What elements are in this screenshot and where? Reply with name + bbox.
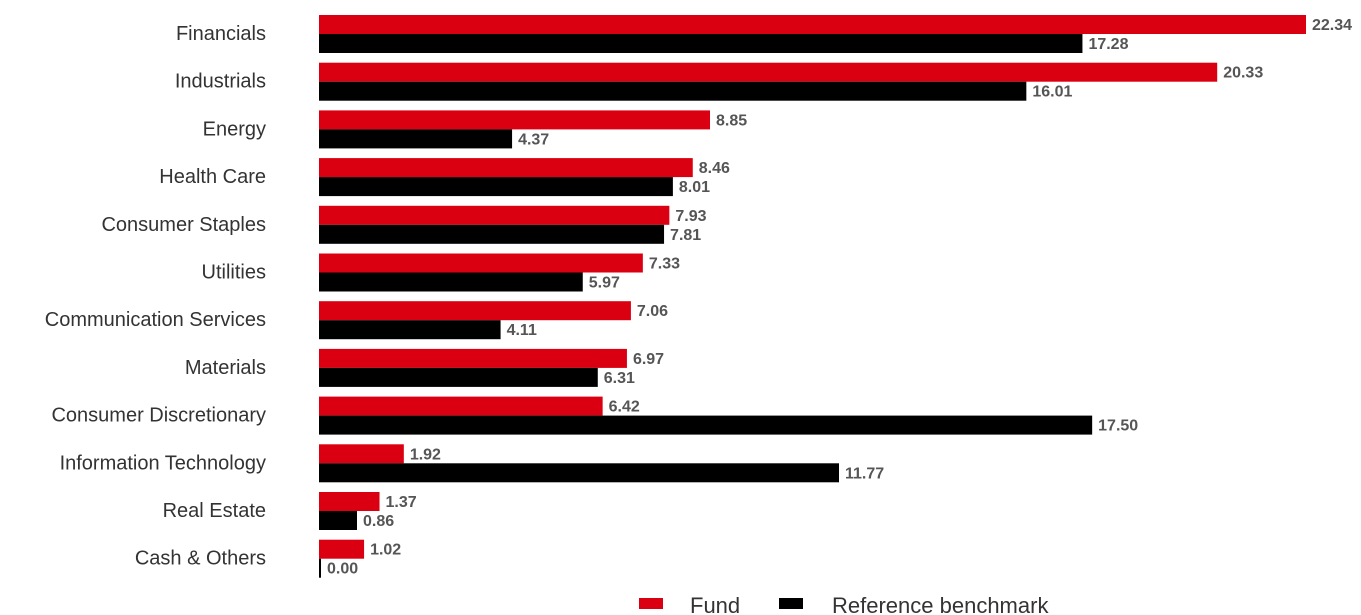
bar-fund-real-estate: [319, 492, 380, 511]
bar-benchmark-energy: [319, 129, 513, 149]
bar-benchmark-financials: [319, 34, 1083, 53]
value-label-benchmark-financials: 17.28: [1088, 36, 1128, 53]
legend: Fund Reference benchmark: [639, 593, 1049, 615]
bar-benchmark-consumer-staples: [319, 224, 665, 244]
value-label-benchmark-cash-and-others: 0.00: [327, 561, 358, 578]
bar-fund-health-care: [319, 158, 693, 178]
value-label-fund-materials: 6.97: [633, 351, 664, 368]
value-label-fund-cash-and-others: 1.02: [370, 542, 401, 559]
value-label-benchmark-materials: 6.31: [604, 370, 635, 387]
value-label-benchmark-industrials: 16.01: [1032, 84, 1072, 101]
bar-benchmark-real-estate: [319, 511, 357, 530]
category-label-communication-services: Communication Services: [45, 309, 266, 331]
legend-swatch-benchmark: [779, 598, 803, 609]
bar-benchmark-materials: [319, 367, 598, 387]
category-label-real-estate: Real Estate: [163, 500, 266, 522]
value-label-fund-real-estate: 1.37: [386, 494, 417, 511]
bar-fund-materials: [319, 348, 627, 368]
bar-fund-consumer-staples: [319, 205, 670, 225]
category-label-financials: Financials: [176, 23, 266, 45]
value-label-fund-consumer-staples: 7.93: [675, 208, 706, 225]
category-label-consumer-discretionary: Consumer Discretionary: [51, 405, 266, 427]
bar-benchmark-communication-services: [319, 320, 501, 340]
value-label-fund-energy: 8.85: [716, 112, 747, 129]
bar-fund-financials: [319, 15, 1306, 34]
category-label-information-technology: Information Technology: [60, 452, 266, 474]
bar-benchmark-consumer-discretionary: [319, 415, 1093, 435]
value-labels: 22.34 17.28 20.33 16.01 8.85 4.37 8.46 8.01 7.93…: [327, 17, 1352, 578]
legend-label-benchmark: Reference benchmark: [832, 593, 1049, 615]
category-label-utilities: Utilities: [202, 262, 266, 284]
category-label-cash-and-others: Cash & Others: [135, 548, 266, 570]
value-label-fund-health-care: 8.46: [699, 160, 730, 177]
bar-fund-utilities: [319, 253, 643, 273]
legend-swatch-fund: [639, 598, 663, 609]
value-label-benchmark-utilities: 5.97: [589, 275, 620, 292]
value-label-benchmark-consumer-discretionary: 17.50: [1098, 418, 1138, 435]
category-label-energy: Energy: [203, 118, 266, 140]
bar-fund-consumer-discretionary: [319, 396, 603, 416]
bar-benchmark-cash-and-others: [319, 558, 321, 578]
bar-benchmark-industrials: [319, 81, 1027, 101]
value-label-benchmark-consumer-staples: 7.81: [670, 227, 701, 244]
value-label-fund-industrials: 20.33: [1223, 65, 1263, 82]
bar-fund-cash-and-others: [319, 539, 365, 559]
value-label-fund-financials: 22.34: [1312, 17, 1352, 34]
bar-fund-information-technology: [319, 444, 404, 464]
value-label-benchmark-energy: 4.37: [518, 131, 549, 148]
value-label-benchmark-real-estate: 0.86: [363, 513, 394, 530]
bar-fund-communication-services: [319, 301, 631, 321]
category-label-materials: Materials: [185, 357, 266, 379]
category-label-health-care: Health Care: [159, 166, 266, 188]
bar-benchmark-utilities: [319, 272, 583, 292]
bar-fund-industrials: [319, 62, 1218, 82]
bars: [319, 15, 1306, 578]
value-label-fund-communication-services: 7.06: [637, 303, 668, 320]
value-label-fund-information-technology: 1.92: [410, 446, 441, 463]
bar-benchmark-information-technology: [319, 463, 840, 483]
bar-benchmark-health-care: [319, 177, 673, 197]
value-label-fund-consumer-discretionary: 6.42: [609, 399, 640, 416]
category-label-industrials: Industrials: [175, 71, 266, 93]
legend-label-fund: Fund: [690, 593, 740, 615]
value-label-fund-utilities: 7.33: [649, 256, 680, 273]
category-labels: Financials Industrials Energy Health Care Co…: [45, 23, 266, 570]
value-label-benchmark-communication-services: 4.11: [507, 322, 537, 339]
bar-fund-energy: [319, 110, 711, 130]
category-label-consumer-staples: Consumer Staples: [101, 214, 266, 236]
value-label-benchmark-health-care: 8.01: [679, 179, 710, 196]
value-label-benchmark-information-technology: 11.77: [845, 465, 884, 482]
